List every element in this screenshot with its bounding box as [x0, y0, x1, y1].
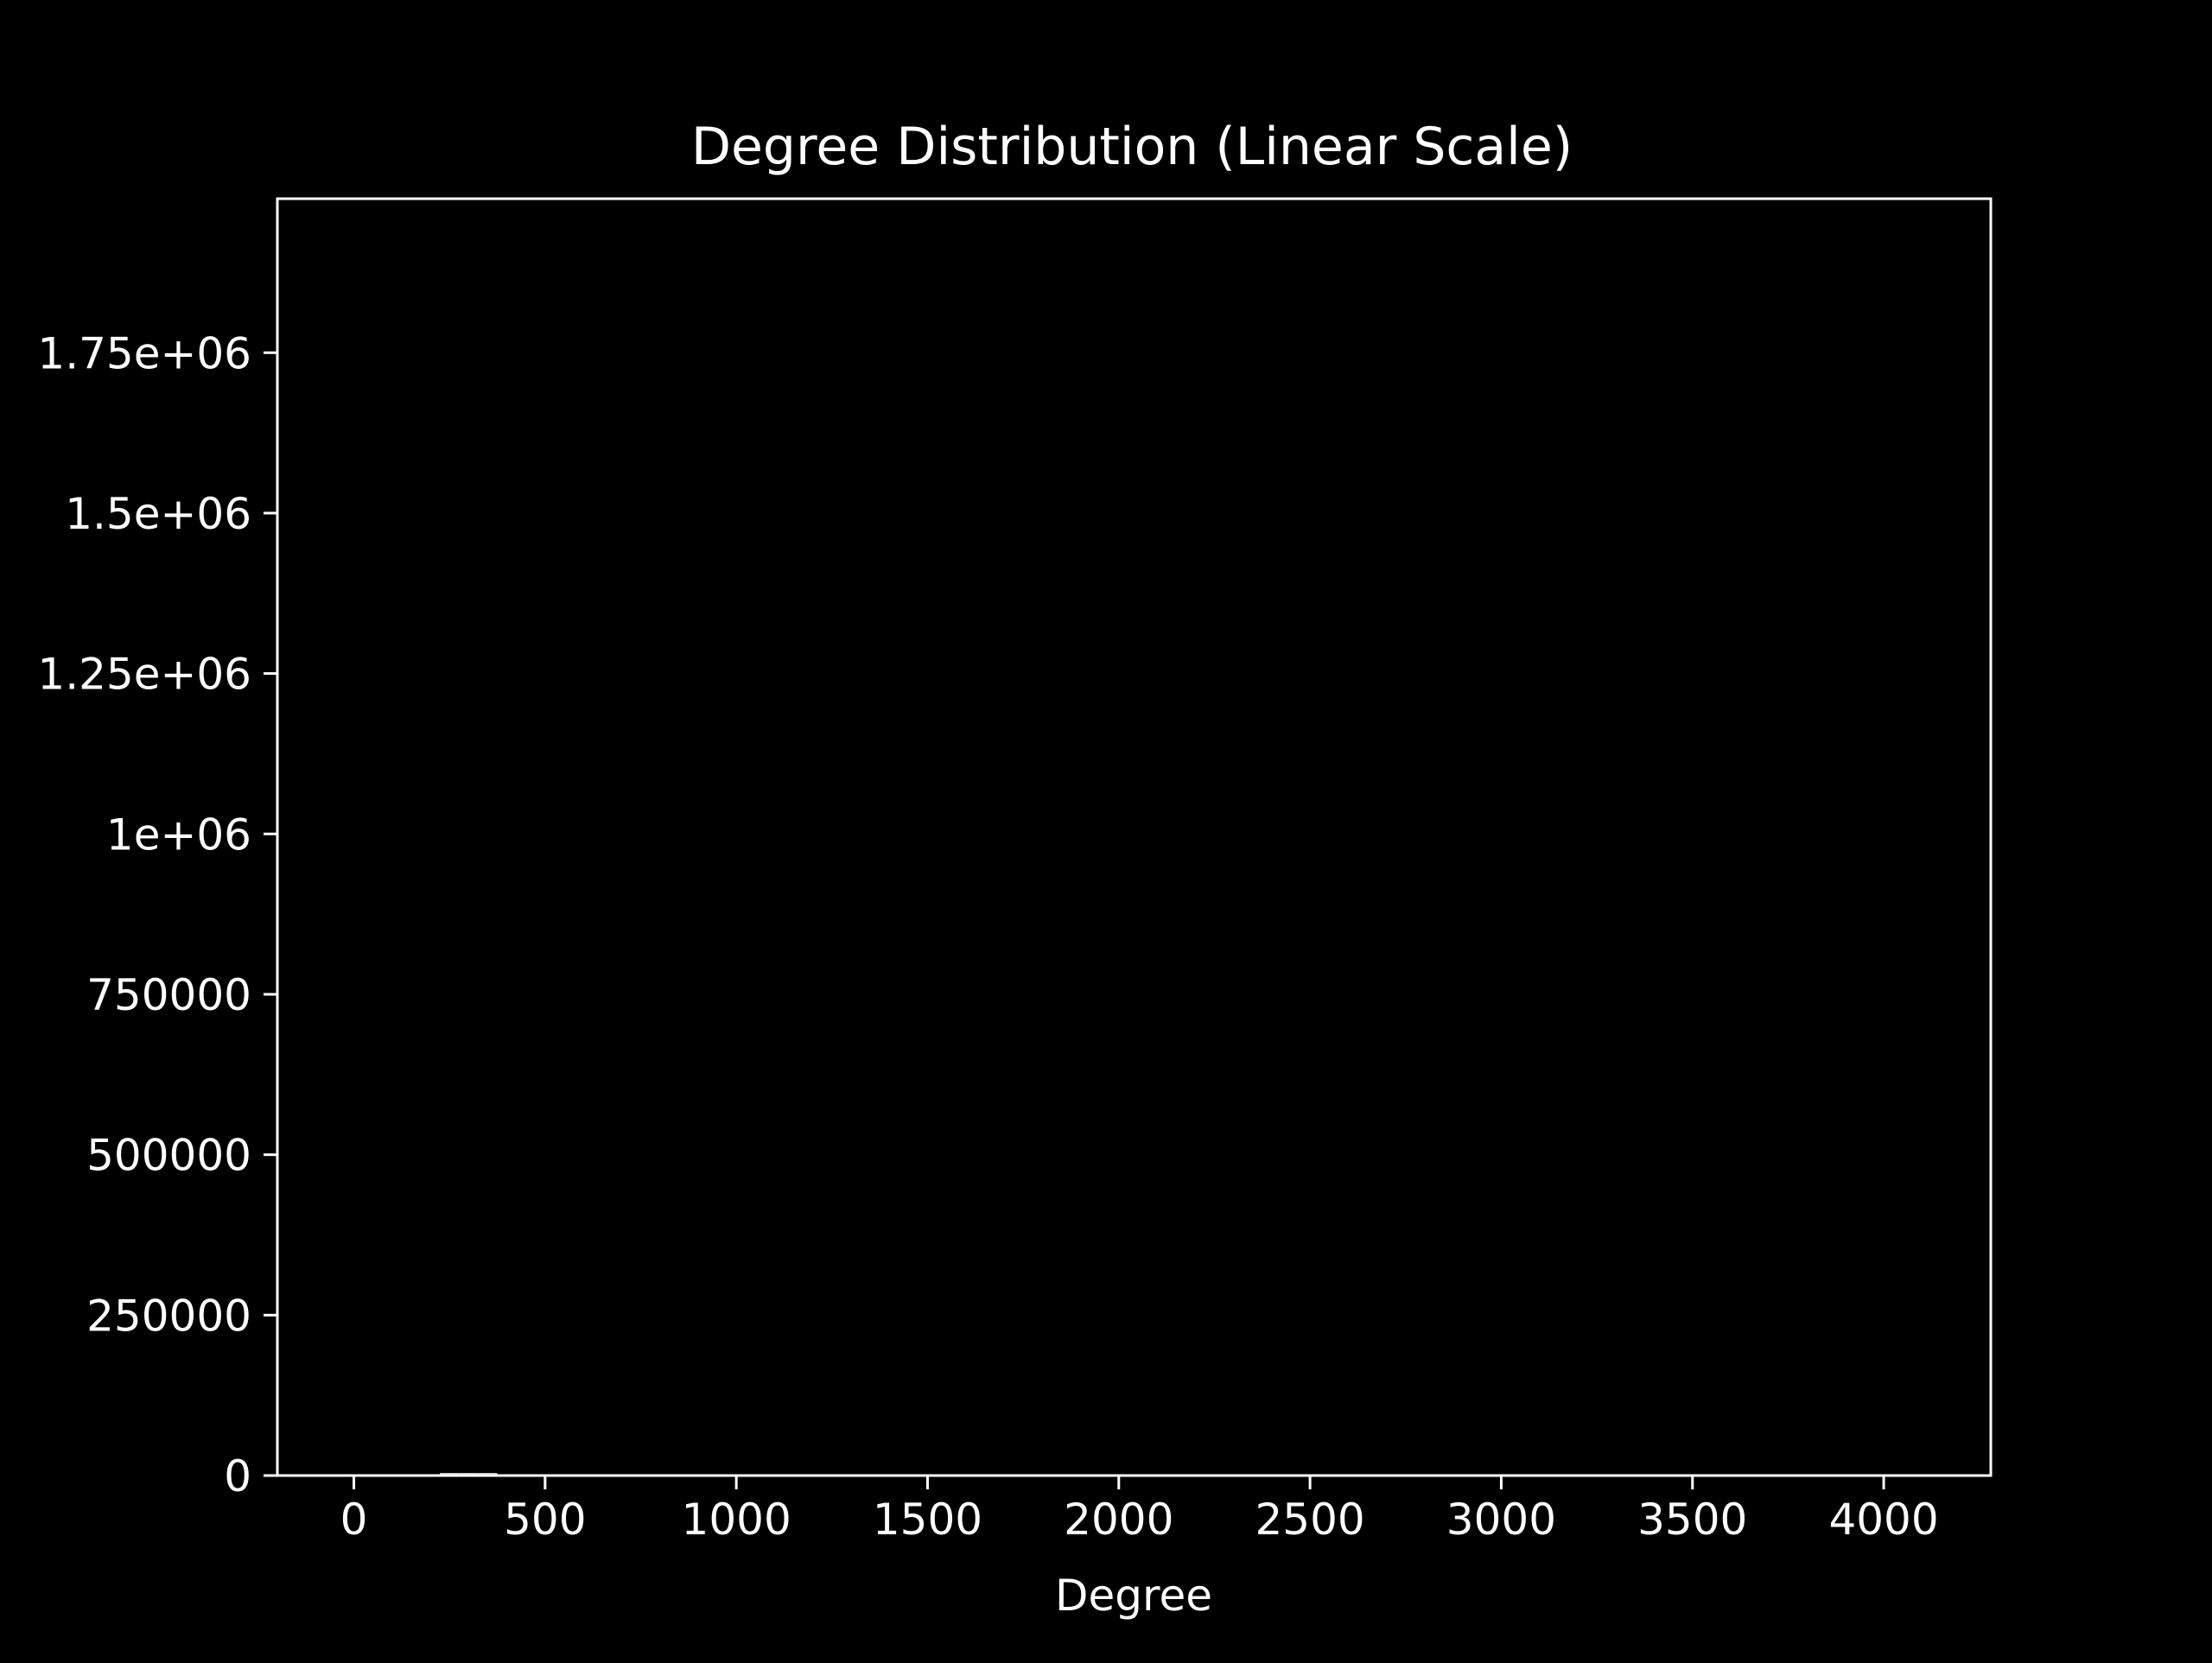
x-tick-label: 1500 [873, 1495, 982, 1545]
y-tick-label: 750000 [86, 970, 251, 1020]
y-tick-label: 250000 [86, 1291, 251, 1341]
x-tick-label: 3000 [1446, 1495, 1556, 1545]
y-tick-label: 1e+06 [106, 809, 251, 860]
y-tick-label: 1.5e+06 [65, 489, 251, 539]
y-tick-label: 1.75e+06 [37, 328, 251, 378]
x-tick-label: 500 [504, 1495, 586, 1545]
x-tick-label: 0 [340, 1495, 368, 1545]
x-tick-label: 1000 [682, 1495, 791, 1545]
y-axis-ticks: 0 250000 500000 750000 1e+06 1.25e+06 1.5e+06 1… [37, 328, 277, 1501]
plot-area-frame [276, 197, 1993, 1477]
x-tick-label: 2000 [1064, 1495, 1173, 1545]
chart-title: Degree Distribution (Linear Scale) [691, 117, 1573, 177]
x-tick-label: 2500 [1255, 1495, 1364, 1545]
x-axis-ticks: 0 500 1000 1500 2000 2500 3000 3500 4000 [340, 1476, 1939, 1545]
y-tick-label: 0 [224, 1451, 251, 1501]
y-tick-label: 1.25e+06 [37, 650, 251, 700]
x-tick-label: 3500 [1637, 1495, 1747, 1545]
y-tick-label: 500000 [86, 1131, 251, 1181]
x-axis-label: Degree [1055, 1571, 1212, 1621]
x-tick-label: 4000 [1828, 1495, 1938, 1545]
